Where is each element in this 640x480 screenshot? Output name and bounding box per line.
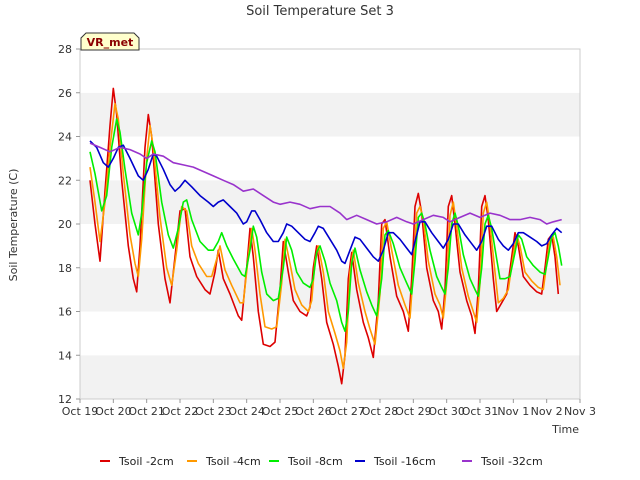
x-tick-label: Nov 3 — [564, 405, 596, 418]
chart-title: Soil Temperature Set 3 — [246, 4, 394, 19]
grid-band — [80, 267, 580, 312]
legend: Tsoil -2cm Tsoil -4cm Tsoil -8cm Tsoil -16c… — [100, 455, 543, 468]
grid-band — [80, 180, 580, 224]
y-axis-title: Soil Temperature (C) — [7, 169, 20, 282]
x-tick-label: Oct 22 — [162, 405, 199, 418]
series-line-tsoil-8cm — [89, 118, 563, 332]
x-tick-label: Oct 29 — [395, 405, 432, 418]
y-tick-label: 20 — [58, 218, 72, 231]
station-label-box: VR_met — [80, 32, 140, 51]
y-tick-label: 14 — [58, 349, 72, 362]
legend-label: Tsoil -32cm — [480, 455, 543, 468]
x-tick-label: Oct 19 — [62, 405, 99, 418]
legend-item: Tsoil -4cm — [187, 455, 261, 468]
x-axis-title: Time — [551, 423, 579, 436]
y-tick-label: 16 — [58, 306, 72, 319]
x-tick-label: Oct 28 — [362, 405, 399, 418]
x-tick-label: Oct 26 — [295, 405, 332, 418]
grid-band — [80, 49, 580, 93]
grid-band — [80, 355, 580, 399]
y-tick-label: 18 — [58, 262, 72, 275]
x-tick-label: Oct 25 — [262, 405, 299, 418]
y-tick-label: 28 — [58, 43, 72, 56]
x-tick-label: Oct 23 — [195, 405, 232, 418]
y-tick-label: 24 — [58, 131, 72, 144]
legend-label: Tsoil -8cm — [287, 455, 343, 468]
legend-label: Tsoil -16cm — [373, 455, 436, 468]
station-label-frame — [80, 32, 140, 51]
y-axis: 12 14 16 18 20 22 24 26 28 — [58, 43, 80, 406]
x-tick-label: Nov 1 — [497, 405, 529, 418]
grid-band — [80, 224, 580, 268]
legend-item: Tsoil -16cm — [355, 455, 436, 468]
x-tick-label: Oct 27 — [328, 405, 365, 418]
grid-band — [80, 136, 580, 181]
legend-item: Tsoil -8cm — [269, 455, 343, 468]
legend-label: Tsoil -2cm — [118, 455, 174, 468]
x-tick-label: Oct 24 — [228, 405, 265, 418]
grid-band — [80, 92, 580, 137]
grid-bands — [80, 49, 580, 399]
series-line-tsoil-2cm — [89, 87, 560, 385]
series-line-tsoil-16cm — [89, 140, 563, 265]
series-line-tsoil-32cm — [89, 142, 562, 225]
series-lines — [89, 87, 563, 385]
series-line-tsoil-4cm — [89, 102, 561, 370]
y-tick-label: 26 — [58, 87, 72, 100]
x-tick-label: Oct 30 — [428, 405, 465, 418]
x-tick-label: Oct 31 — [462, 405, 499, 418]
legend-label: Tsoil -4cm — [205, 455, 261, 468]
y-tick-label: 12 — [58, 393, 72, 406]
x-tick-label: Nov 2 — [531, 405, 563, 418]
legend-item: Tsoil -2cm — [100, 455, 174, 468]
legend-item: Tsoil -32cm — [462, 455, 543, 468]
x-tick-label: Oct 21 — [128, 405, 165, 418]
y-tick-label: 22 — [58, 174, 72, 187]
x-tick-label: Oct 20 — [95, 405, 132, 418]
station-label: VR_met — [87, 36, 134, 49]
